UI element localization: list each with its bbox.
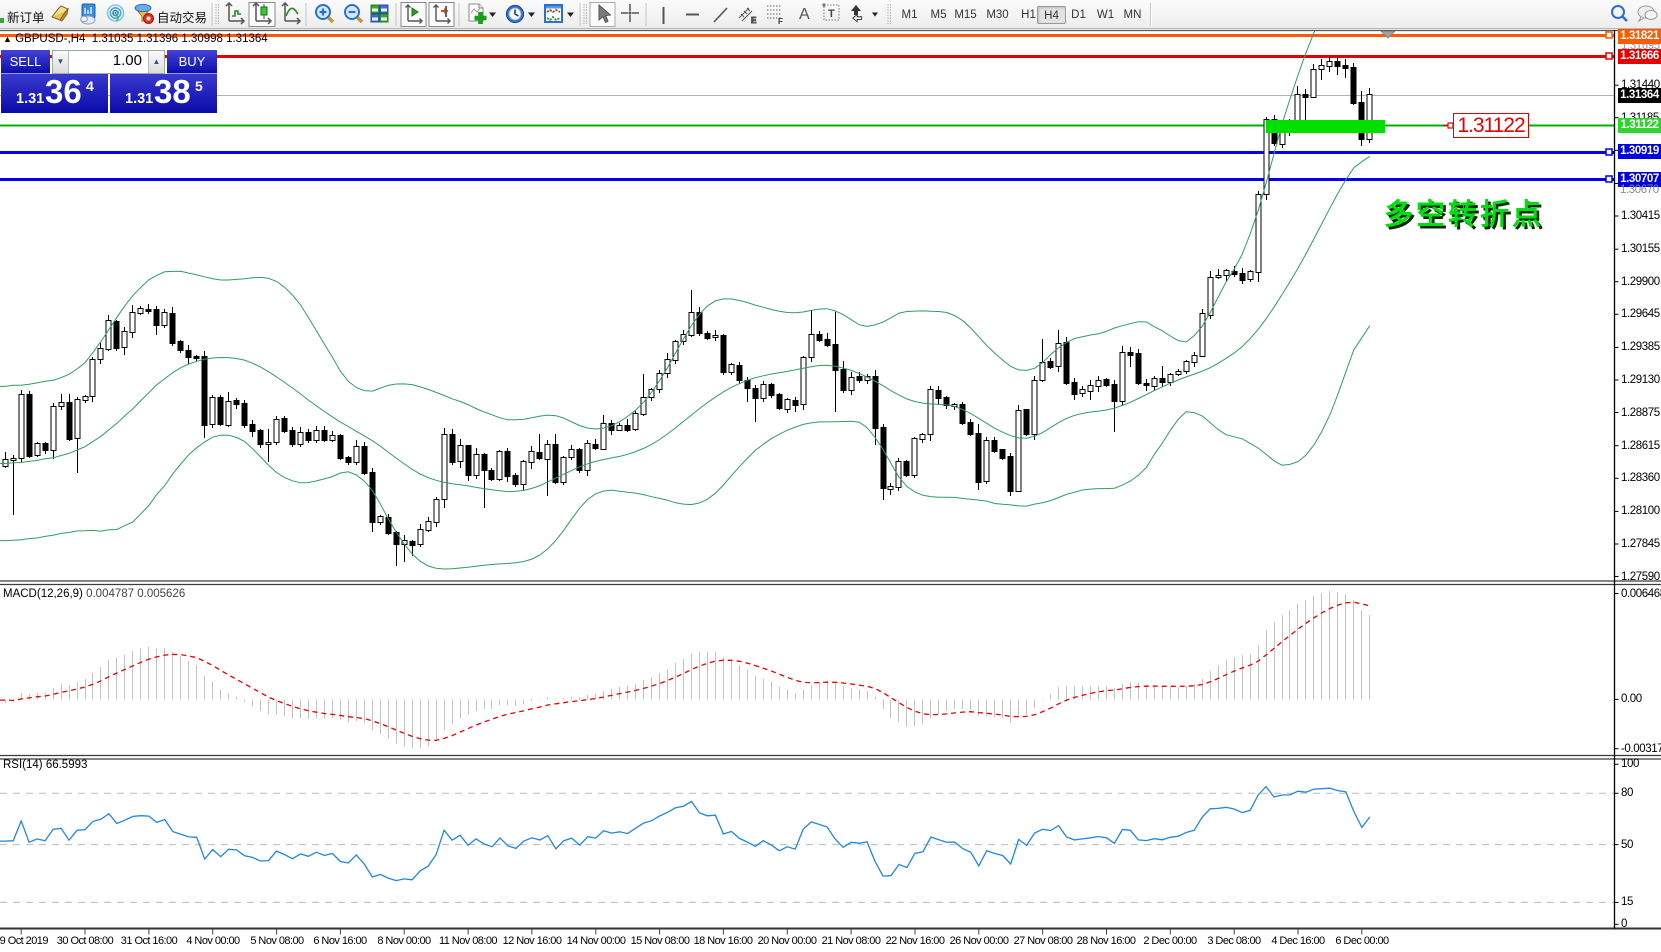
svg-text:E: E	[751, 16, 757, 25]
svg-text:A: A	[799, 6, 810, 23]
svg-text:T: T	[828, 8, 835, 20]
svg-text:F: F	[778, 17, 783, 26]
